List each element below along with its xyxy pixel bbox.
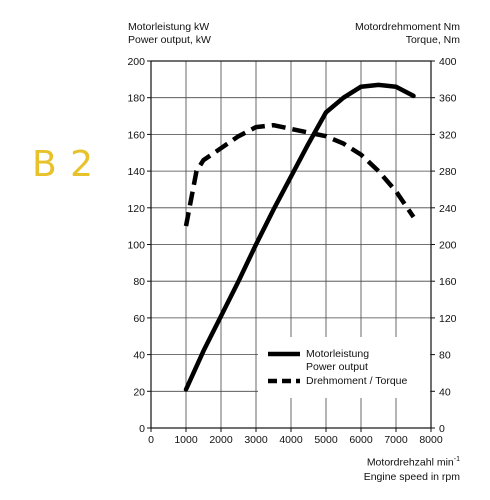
right-axis-title: Motordrehmoment Nm Torque, Nm (355, 21, 460, 47)
left-tick-label: 180 (127, 93, 145, 105)
x-axis-title-en: Engine speed in rpm (363, 470, 460, 483)
legend-power-label-en: Power output (306, 361, 368, 373)
x-tick-label: 6000 (349, 434, 373, 446)
legend-power-label-de: Motorleistung (306, 348, 369, 360)
left-tick-label: 20 (133, 386, 145, 398)
x-tick-label: 0 (148, 434, 154, 446)
left-tick-label: 80 (133, 276, 145, 288)
x-tick-label: 8000 (419, 434, 443, 446)
power-series-line (183, 82, 416, 392)
x-axis-title-de-sup: -1 (453, 456, 460, 463)
left-axis-title: Motorleistung kW Power output, kW (128, 21, 211, 47)
left-tick-label: 120 (127, 203, 145, 215)
right-tick-label: 160 (439, 276, 457, 288)
right-tick-label: 80 (439, 350, 451, 362)
left-axis-title-de: Motorleistung kW (128, 21, 210, 33)
right-tick-label: 200 (439, 240, 457, 252)
left-tick-label: 160 (127, 129, 145, 141)
x-axis-title: Motordrehzahl min-1 Engine speed in rpm (364, 453, 460, 484)
left-axis-title-en: Power output, kW (128, 34, 211, 46)
x-tick-label: 3000 (244, 434, 268, 446)
x-tick-label: 4000 (279, 434, 303, 446)
x-tick-label: 1000 (174, 434, 198, 446)
right-tick-label: 240 (439, 203, 457, 215)
right-tick-label: 360 (439, 93, 457, 105)
right-tick-label: 400 (439, 56, 457, 68)
right-tick-label: 40 (439, 386, 451, 398)
right-axis-title-de: Motordrehmoment Nm (354, 21, 460, 33)
x-tick-label: 7000 (384, 434, 408, 446)
right-axis-title-en: Torque, Nm (405, 34, 460, 46)
legend-box (258, 337, 430, 398)
left-tick-label: 200 (127, 56, 145, 68)
x-tick-label: 5000 (314, 434, 338, 446)
x-axis-title-de-text: Motordrehzahl min (366, 456, 454, 469)
right-tick-label: 120 (439, 313, 457, 325)
right-tick-label: 280 (439, 166, 457, 178)
torque-series-line (183, 122, 416, 227)
legend-torque-label: Drehmoment / Torque (306, 375, 408, 387)
x-tick-label: 2000 (209, 434, 233, 446)
right-tick-label: 0 (439, 423, 445, 435)
x-axis-title-de: Motordrehzahl min-1 (364, 453, 460, 470)
right-tick-label: 320 (439, 129, 457, 141)
badge-label: B 2 (32, 144, 95, 185)
left-tick-label: 100 (127, 240, 145, 252)
left-tick-label: 140 (127, 166, 145, 178)
plot-frame (150, 60, 432, 429)
left-tick-label: 40 (133, 350, 145, 362)
left-tick-label: 0 (139, 423, 145, 435)
left-tick-label: 60 (133, 313, 145, 325)
